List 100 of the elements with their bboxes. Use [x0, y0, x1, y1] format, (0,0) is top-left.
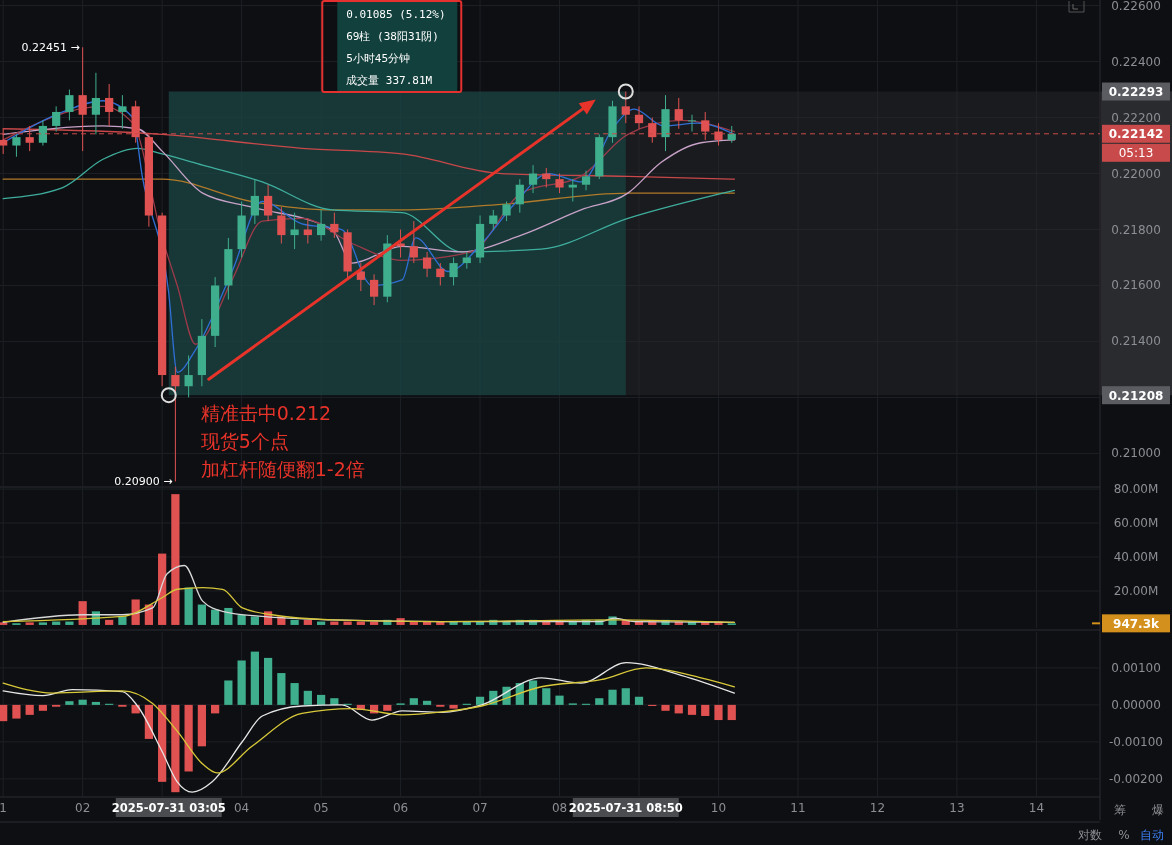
x-tick-label: 10 [710, 801, 727, 815]
annotation: 加杠杆随便翻1-2倍 [200, 458, 365, 481]
x-tick-label: 12 [869, 801, 886, 815]
candlestick [369, 273, 379, 306]
text: 对数 [1078, 828, 1102, 842]
bar [12, 704, 21, 719]
bar [197, 704, 206, 747]
y-tick-label: 0.21800 [1111, 222, 1161, 237]
candlestick [105, 83, 114, 127]
annotation: 精准击中0.212 [200, 402, 332, 425]
bar [250, 651, 259, 705]
bar [91, 701, 101, 705]
bar [25, 704, 34, 715]
candlestick [25, 125, 34, 152]
bar [264, 657, 273, 705]
bar [250, 616, 259, 625]
candlestick [12, 133, 21, 158]
text: 0.22293 [1108, 85, 1164, 100]
x-tick-label: 05 [313, 801, 329, 815]
candlestick [714, 122, 723, 147]
line-series [2, 125, 736, 264]
bar [65, 621, 74, 625]
candlestick [436, 262, 445, 286]
x-tick-label: 04 [233, 801, 250, 815]
candlestick [356, 262, 365, 292]
annotation: 成交量 337.81M [346, 74, 433, 87]
bar [171, 704, 180, 793]
bar [290, 683, 299, 705]
bar [674, 704, 683, 714]
bar [409, 698, 418, 705]
candlestick [701, 111, 710, 141]
candlestick [250, 178, 259, 225]
candlestick [316, 209, 326, 242]
bar [290, 619, 299, 625]
x-tick-label: 07 [472, 801, 488, 815]
bar [78, 699, 87, 705]
y-tick-label: -0.00200 [1109, 771, 1163, 786]
bar [316, 694, 326, 705]
bar [422, 700, 432, 705]
y-tick-label: 20.00M [1113, 583, 1159, 598]
bar [38, 704, 48, 711]
candlestick [528, 164, 538, 194]
candlestick [449, 256, 458, 286]
bar [131, 599, 140, 625]
candlestick [118, 94, 127, 130]
candlestick [330, 212, 339, 239]
y-tick-label: 0.22000 [1111, 166, 1161, 181]
text: 自动 [1140, 828, 1164, 842]
annotation: 0.01085 (5.12%) [346, 8, 446, 21]
bar [701, 704, 710, 716]
bar [171, 494, 180, 625]
bar [475, 696, 485, 705]
bar [118, 616, 127, 625]
bar [528, 680, 538, 705]
bar [542, 688, 551, 705]
candlestick [184, 354, 193, 398]
x-tick-label: 02 [75, 801, 91, 815]
bar [224, 680, 233, 705]
bar [277, 673, 286, 705]
bar [634, 696, 644, 705]
bar [303, 690, 312, 705]
candlestick [91, 72, 101, 135]
x-tick-label: 11 [790, 801, 806, 815]
y-tick-label: 0.22600 [1111, 0, 1161, 13]
candlestick [422, 251, 432, 278]
candlestick [648, 117, 657, 144]
bar [65, 701, 74, 705]
text: 爆 [1152, 803, 1164, 817]
candlestick [621, 91, 630, 124]
bar [237, 660, 246, 705]
bar [714, 704, 723, 721]
y-tick-label: 0.21600 [1111, 278, 1161, 293]
x-tick-label: 14 [1028, 801, 1045, 815]
text: 05:13 [1118, 146, 1154, 161]
bar [608, 689, 617, 705]
x-tick-label: 06 [392, 801, 409, 815]
text: 2025-07-31 08:50 [568, 801, 683, 815]
candlestick [0, 128, 8, 155]
candlestick [581, 170, 591, 191]
bar [727, 704, 736, 721]
candlestick [568, 178, 577, 203]
bar [661, 704, 670, 711]
line-series [2, 662, 736, 793]
x-tick-label: 13 [949, 801, 965, 815]
bar [595, 698, 604, 705]
annotation: 现货5个点 [200, 430, 289, 453]
bar [25, 622, 34, 625]
candlestick [171, 366, 180, 482]
line-series [2, 147, 736, 253]
candlestick [277, 206, 286, 244]
bar [105, 619, 114, 625]
y-tick-label: 0.00000 [1111, 697, 1161, 712]
y-tick-label: 0.22400 [1111, 54, 1161, 69]
candlestick [502, 201, 511, 222]
bar [158, 704, 167, 782]
text: 筹 [1114, 803, 1126, 817]
bar [0, 704, 8, 722]
bar [211, 704, 220, 714]
y-tick-label: -0.00100 [1109, 734, 1163, 749]
bar [237, 614, 246, 625]
